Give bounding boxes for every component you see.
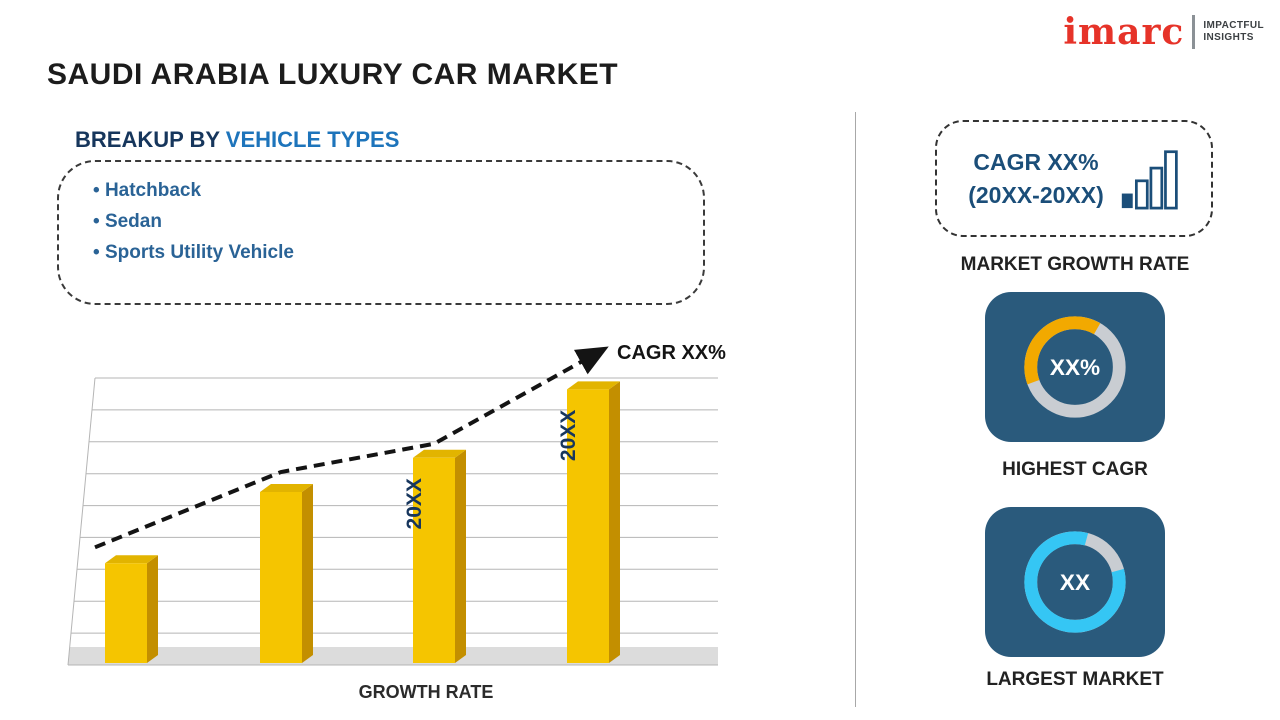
page-title: SAUDI ARABIA LUXURY CAR MARKET — [47, 58, 619, 91]
logo-tagline: IMPACTFUL INSIGHTS — [1203, 20, 1264, 45]
imarc-logo-wordmark: imarc — [1063, 11, 1185, 53]
bar — [413, 457, 455, 663]
bar-year-label: 20XX — [557, 410, 580, 461]
breakup-heading-prefix: BREAKUP BY — [75, 127, 226, 152]
vertical-divider — [855, 112, 856, 707]
breakup-heading: BREAKUP BY VEHICLE TYPES — [75, 127, 399, 153]
vehicle-types-list: Hatchback Sedan Sports Utility Vehicle — [93, 175, 703, 268]
bar-top — [413, 449, 466, 458]
largest-market-donut: XX — [1024, 531, 1126, 633]
bar-year-label: 20XX — [403, 478, 426, 529]
highest-cagr-card: XX% — [985, 292, 1165, 442]
market-growth-rate-caption: MARKET GROWTH RATE — [960, 254, 1190, 275]
vehicle-type-item: Sedan — [93, 206, 703, 237]
bar-side — [609, 381, 620, 663]
vehicle-type-item: Hatchback — [93, 175, 703, 206]
chart-floor — [68, 647, 718, 665]
x-axis-label: GROWTH RATE — [358, 682, 494, 702]
donut-arc — [1024, 531, 1126, 633]
trend-cagr-label: CAGR XX% — [617, 342, 726, 364]
axis-left-edge — [67, 377, 96, 666]
bar-side — [455, 449, 466, 663]
bar-side — [302, 484, 313, 663]
market-growth-rate-card: CAGR XX% (20XX-20XX) — [935, 120, 1213, 237]
breakup-heading-highlight: VEHICLE TYPES — [225, 127, 400, 152]
bar-top — [260, 484, 313, 492]
vehicle-type-item: Sports Utility Vehicle — [93, 237, 703, 268]
bar — [567, 389, 609, 663]
cagr-line1: CAGR XX% — [973, 149, 1099, 176]
growth-rate-chart: 20XX 20XX CAGR XX% GROWTH RATE — [50, 338, 742, 713]
bar — [260, 492, 302, 663]
imarc-logo: imarc IMPACTFUL INSIGHTS — [1063, 14, 1264, 50]
bar-side — [147, 555, 158, 663]
largest-market-caption: LARGEST MARKET — [986, 669, 1164, 690]
cagr-line2: (20XX-20XX) — [968, 181, 1104, 208]
largest-market-value: XX — [1060, 570, 1090, 595]
bar-chart-icon — [1121, 149, 1178, 209]
logo-tagline-line1: IMPACTFUL — [1203, 19, 1264, 31]
largest-market-card: XX — [985, 507, 1165, 657]
bar-top — [105, 555, 158, 564]
highest-cagr-donut: XX% — [1024, 316, 1126, 418]
vehicle-types-box: Hatchback Sedan Sports Utility Vehicle — [57, 160, 705, 305]
bar — [105, 563, 147, 663]
donut-arc — [1024, 316, 1101, 385]
trend-arrow — [94, 346, 609, 550]
bar-chart: 20XX 20XX — [67, 346, 718, 666]
logo-separator — [1192, 15, 1196, 49]
highest-cagr-value: XX% — [1050, 355, 1100, 380]
bar-top — [567, 381, 620, 390]
cagr-text: CAGR XX% (20XX-20XX) — [968, 146, 1104, 210]
highest-cagr-caption: HIGHEST CAGR — [1002, 459, 1148, 480]
logo-tagline-line2: INSIGHTS — [1203, 32, 1254, 43]
